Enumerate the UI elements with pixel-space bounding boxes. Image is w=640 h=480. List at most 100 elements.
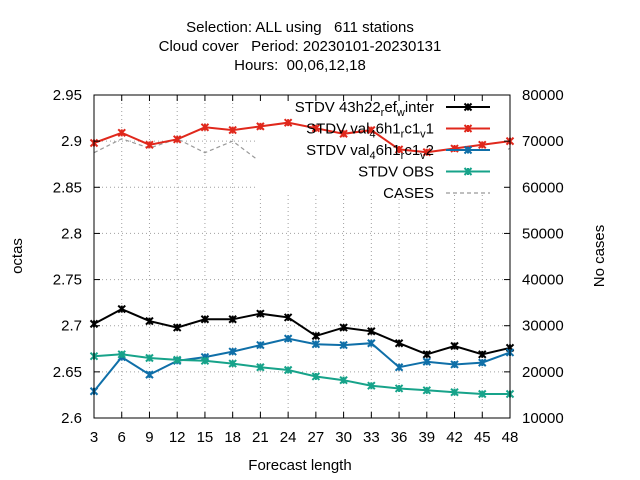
- legend-label-1: STDV 43h22refwinter: [295, 99, 434, 119]
- series-2-point: [145, 140, 154, 150]
- legend-marker-4: [463, 167, 473, 176]
- series-3-point: [339, 340, 348, 350]
- series-1-point: [394, 339, 404, 348]
- series-1-point: [450, 341, 459, 351]
- series-1-point: [367, 327, 376, 336]
- chart-title-line-1: Selection: ALL using 611 stations: [186, 19, 414, 36]
- series-2-point: [339, 129, 348, 138]
- series-4-point: [339, 375, 348, 385]
- series-1-point: [311, 331, 321, 341]
- series-line-2: [93, 121, 511, 154]
- legend-label-4: STDV OBS: [358, 164, 434, 181]
- series-1-point: [228, 315, 237, 324]
- series-4-point: [311, 372, 321, 381]
- legend-label-3: STDV val46h1rc1v2: [306, 142, 434, 162]
- series-3-point: [422, 357, 432, 366]
- y2-tick-label: 80000: [522, 87, 564, 104]
- series-1-point: [117, 304, 126, 314]
- legend-label-2: STDV val46h1rc1v1: [306, 121, 434, 141]
- series-3-point: [283, 334, 293, 343]
- y2-tick-label: 60000: [522, 179, 564, 196]
- series-4-point: [394, 384, 404, 393]
- series-2-point: [311, 124, 321, 133]
- y-tick-label: 2.95: [53, 87, 82, 104]
- series-3-point: [256, 340, 265, 350]
- y-tick-label: 2.7: [61, 318, 82, 335]
- x-tick-label: 6: [118, 429, 126, 446]
- series-2-point: [367, 125, 376, 135]
- legend-background: [256, 95, 508, 192]
- y-tick-label: 2.8: [61, 225, 82, 242]
- plot-frame: [93, 94, 511, 419]
- series-2-point: [172, 135, 182, 144]
- series-2-point: [200, 123, 210, 132]
- x-tick-label: 42: [446, 429, 463, 446]
- y-tick-label: 2.85: [53, 179, 82, 196]
- x-tick-label: 12: [169, 429, 186, 446]
- series-line-3: [93, 337, 511, 392]
- series-4-point: [145, 353, 154, 363]
- series-4-point: [283, 365, 293, 375]
- y-tick-label: 2.6: [61, 410, 82, 427]
- series-1-point: [283, 313, 293, 322]
- legend-marker-2: [463, 124, 473, 133]
- series-1-point: [200, 315, 210, 324]
- series-2-point: [394, 145, 404, 154]
- series-1-point: [256, 309, 265, 318]
- series-1-point: [145, 316, 154, 326]
- x-tick-label: 27: [308, 429, 325, 446]
- x-tick-label: 39: [418, 429, 435, 446]
- y2-axis-label: No cases: [591, 225, 608, 288]
- legend-label-5: CASES: [383, 185, 434, 202]
- x-tick-label: 45: [474, 429, 491, 446]
- x-axis-label: Forecast length: [248, 457, 351, 474]
- series-4-point: [172, 355, 182, 365]
- x-tick-label: 24: [280, 429, 297, 446]
- axis-ticks: 2.6 2.65 2.7 2.75 2.8 2.85 2.9 2.95 10000 20000 30…: [53, 87, 564, 446]
- series-2-point: [478, 140, 487, 150]
- y-tick-label: 2.9: [61, 133, 82, 150]
- y2-tick-label: 10000: [522, 410, 564, 427]
- series-3-point: [450, 360, 459, 369]
- series-1-point: [478, 350, 487, 359]
- series-4-point: [450, 387, 459, 397]
- series-4-point: [228, 359, 237, 368]
- x-tick-label: 30: [335, 429, 352, 446]
- series-4-point: [478, 389, 487, 399]
- series-line-1: [93, 307, 511, 356]
- series-2-point: [422, 148, 432, 157]
- series-3-point: [478, 358, 487, 367]
- x-tick-label: 18: [224, 429, 241, 446]
- chart-title-line-3: Hours: 00,06,12,18: [234, 57, 366, 74]
- series-4-point: [422, 386, 432, 395]
- series-4-point: [200, 356, 210, 365]
- x-tick-label: 15: [197, 429, 214, 446]
- x-tick-label: 33: [363, 429, 380, 446]
- series-1-point: [422, 350, 432, 359]
- y2-tick-label: 20000: [522, 364, 564, 381]
- x-tick-label: 48: [502, 429, 519, 446]
- series-3-point: [145, 370, 154, 379]
- y2-tick-label: 30000: [522, 318, 564, 335]
- series-3-point: [228, 347, 237, 356]
- x-tick-label: 9: [145, 429, 153, 446]
- series-3-point: [394, 363, 404, 372]
- y-axis-label: octas: [9, 238, 26, 274]
- legend-marker-3: [463, 145, 473, 155]
- y2-tick-label: 40000: [522, 272, 564, 289]
- series-2-point: [283, 118, 293, 127]
- series-4-point: [367, 381, 376, 390]
- series-2-point: [117, 128, 126, 138]
- series-4-point: [117, 350, 126, 359]
- legend-marker-1: [463, 102, 473, 112]
- y2-tick-label: 70000: [522, 133, 564, 150]
- x-tick-label: 21: [252, 429, 269, 446]
- series-line-4: [93, 353, 510, 395]
- series-4-point: [256, 363, 265, 372]
- x-tick-label: 3: [90, 429, 98, 446]
- series-1-point: [172, 323, 182, 332]
- series-3-point: [311, 339, 321, 349]
- series-1-point: [339, 323, 348, 332]
